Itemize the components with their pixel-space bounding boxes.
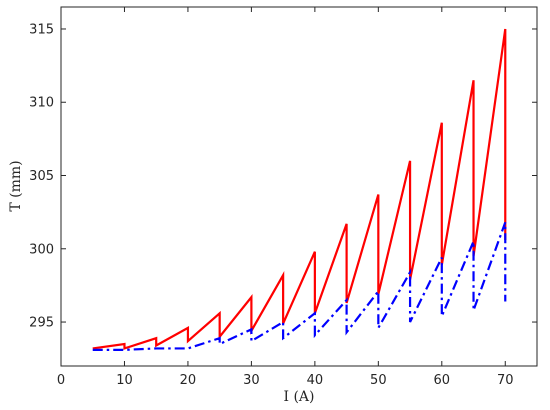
y-tick-label: 315 — [29, 22, 54, 37]
series-line-1 — [92, 28, 507, 350]
x-tick-label: 40 — [307, 373, 324, 388]
y-tick-label: 310 — [29, 96, 54, 111]
x-tick-label: 20 — [180, 373, 197, 388]
x-tick-label: 10 — [116, 373, 133, 388]
x-tick-label: 50 — [370, 373, 387, 388]
x-tick-label: 70 — [497, 373, 514, 388]
plot-lines — [92, 28, 507, 351]
x-tick-label: 60 — [434, 373, 451, 388]
x-tick-label: 30 — [243, 373, 260, 388]
plot-frame — [60, 6, 538, 367]
y-tick-label: 300 — [29, 242, 54, 257]
x-tick-label: 0 — [57, 373, 65, 388]
series-line-2 — [92, 222, 507, 351]
y-axis-label: T (mm) — [8, 160, 24, 211]
y-tick-label: 295 — [29, 316, 54, 331]
y-tick-label: 305 — [29, 169, 54, 184]
x-axis-label: I (A) — [283, 389, 314, 405]
axis-ticks: 0 10 20 30 40 50 60 70 295 300 305 310 315 — [29, 7, 537, 388]
